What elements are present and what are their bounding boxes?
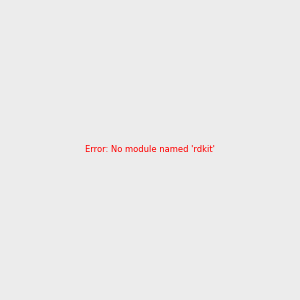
Text: Error: No module named 'rdkit': Error: No module named 'rdkit' [85,146,215,154]
